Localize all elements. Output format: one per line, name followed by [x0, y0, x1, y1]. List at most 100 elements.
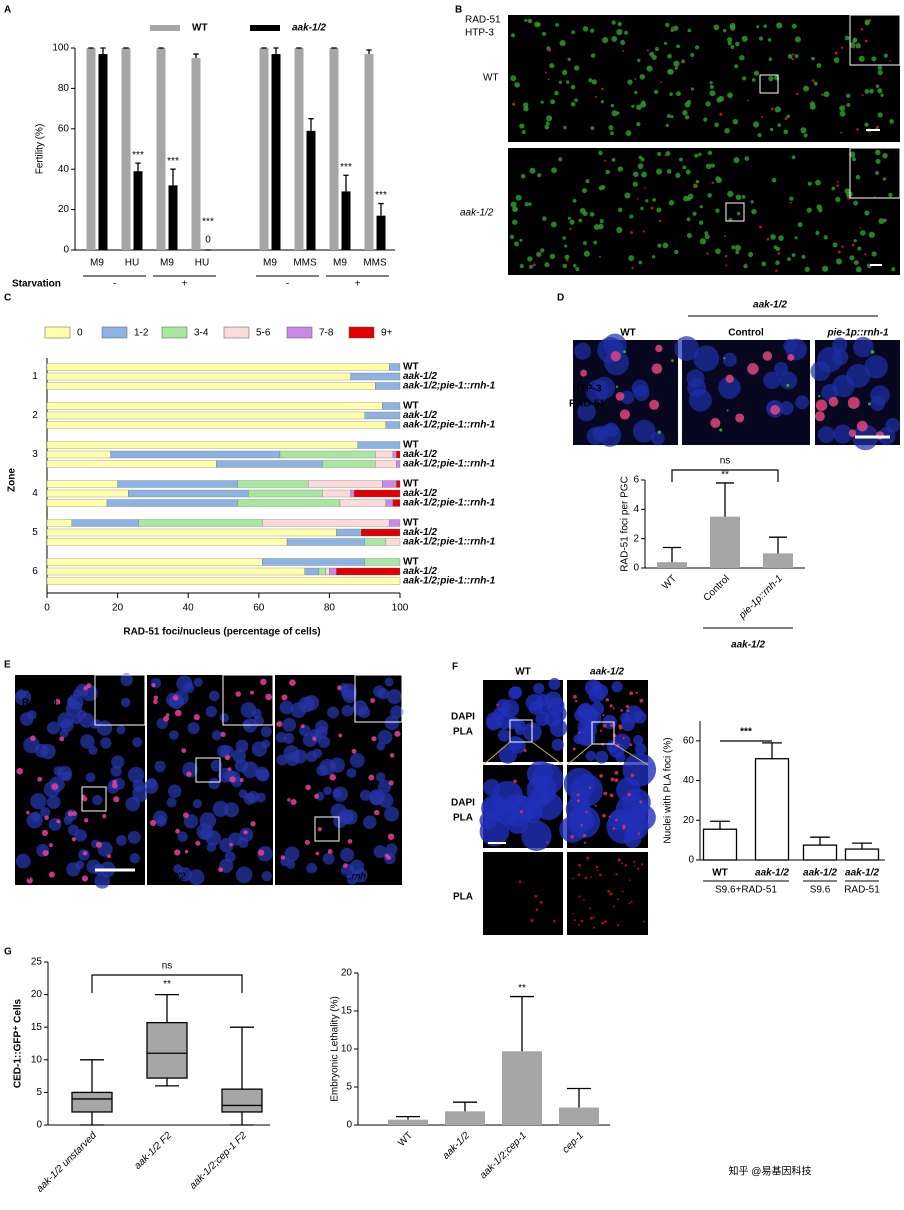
- y-tick-label: aak-1/2: [403, 527, 437, 538]
- cell: [616, 29, 623, 36]
- cell: [770, 234, 776, 240]
- cell: [384, 853, 389, 858]
- cell: [770, 405, 781, 415]
- cell: [608, 125, 614, 131]
- x-tick-label: M9: [160, 258, 174, 269]
- bar-segment: [350, 489, 355, 498]
- cell: [631, 266, 634, 270]
- zoom-line: [531, 741, 564, 766]
- cell: [317, 827, 322, 832]
- cell: [153, 695, 159, 700]
- bar-segment: [46, 382, 376, 390]
- cell: [558, 80, 563, 84]
- cell: [279, 700, 294, 715]
- cell: [149, 819, 157, 827]
- cell: [589, 916, 593, 920]
- cell: [285, 752, 300, 766]
- cell: [727, 190, 734, 198]
- cell: [53, 698, 61, 705]
- cell: [519, 123, 525, 129]
- bar-segment: [385, 421, 401, 429]
- cell: [855, 266, 862, 273]
- y-tick-label: 5: [346, 1082, 352, 1093]
- cell: [723, 357, 726, 360]
- cell: [735, 194, 742, 201]
- bar: [341, 191, 351, 250]
- cell: [710, 417, 721, 429]
- cell: [660, 81, 663, 84]
- cell: [630, 900, 633, 903]
- cell: [645, 199, 649, 203]
- cell: [174, 709, 182, 717]
- cell: [176, 675, 193, 692]
- cell: [607, 889, 611, 893]
- cell: [792, 53, 795, 56]
- bar-segment: [375, 382, 401, 390]
- error-bar: [100, 47, 106, 55]
- cell: [315, 726, 328, 739]
- cell: [558, 157, 563, 162]
- column-label: aak-1/2: [590, 667, 624, 678]
- cell: [559, 40, 566, 47]
- bar-segment: [361, 528, 401, 537]
- cell: [605, 697, 610, 702]
- cell: [853, 336, 874, 358]
- cell: [804, 266, 810, 272]
- cell: [514, 82, 520, 88]
- cell: [340, 847, 355, 862]
- cell: [44, 815, 49, 821]
- whisker-low: [155, 1078, 179, 1087]
- bar-segment: [46, 519, 72, 527]
- cell: [670, 26, 674, 30]
- error-bar: [769, 536, 787, 554]
- cell: [235, 739, 249, 753]
- cell: [709, 81, 713, 85]
- cell: [217, 767, 234, 783]
- cell: [81, 875, 89, 882]
- y-tick-label: aak-1/2;pie-1::rnh-1: [403, 381, 496, 392]
- cell: [530, 919, 534, 923]
- cell: [567, 216, 571, 220]
- bar-segment: [364, 558, 401, 566]
- cell: [877, 65, 883, 71]
- cell: [521, 820, 552, 851]
- cell: [276, 721, 283, 728]
- cell: [574, 65, 580, 71]
- cell: [555, 22, 560, 27]
- bar-segment: [364, 411, 401, 420]
- error-bar: [170, 168, 176, 186]
- cell: [578, 863, 582, 867]
- bracket-label: ns: [162, 961, 173, 972]
- cell: [596, 869, 599, 871]
- cell: [735, 41, 740, 47]
- cell: [507, 736, 523, 751]
- cell: [542, 216, 547, 221]
- zone-label: 5: [32, 527, 38, 538]
- cell: [540, 249, 542, 252]
- cell: [577, 924, 580, 926]
- cell: [626, 709, 630, 713]
- error-bar: [710, 820, 730, 830]
- cell: [110, 765, 122, 777]
- cell: [611, 36, 618, 42]
- cell: [593, 926, 596, 929]
- cell: [83, 818, 89, 823]
- cell: [563, 767, 596, 800]
- cell: [220, 745, 234, 759]
- cell: [23, 736, 40, 754]
- cell: [509, 234, 515, 240]
- bar: [156, 48, 166, 250]
- cell: [877, 112, 883, 118]
- cell: [852, 38, 858, 43]
- y-tick-label: aak-1/2;pie-1::rnh-1: [403, 537, 496, 548]
- y-tick-label: 0: [346, 1120, 352, 1131]
- cell: [609, 704, 613, 708]
- significance: ***: [132, 150, 144, 161]
- cell: [703, 117, 708, 122]
- cell: [641, 171, 648, 178]
- cell: [674, 249, 679, 255]
- cell: [803, 85, 810, 92]
- box: [146, 1021, 188, 1079]
- error-bar: [510, 995, 534, 1052]
- cell: [30, 735, 36, 742]
